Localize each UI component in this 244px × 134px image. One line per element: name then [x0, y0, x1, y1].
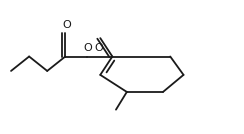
Text: O: O [95, 43, 103, 53]
Text: O: O [62, 20, 71, 30]
Text: O: O [84, 43, 93, 53]
